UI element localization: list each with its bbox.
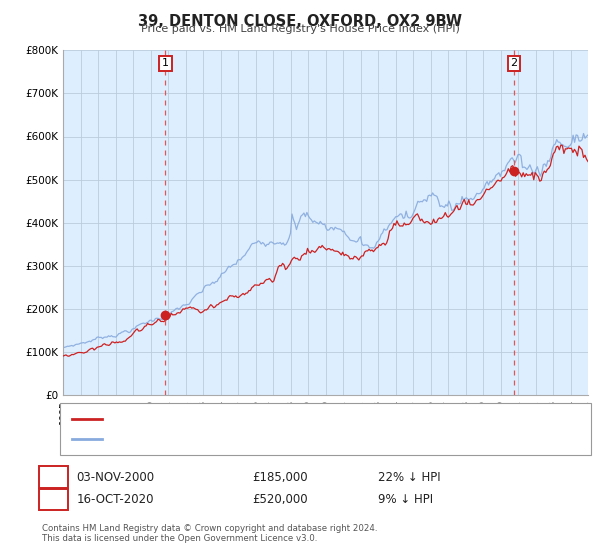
Text: 1: 1	[50, 470, 57, 484]
Text: 39, DENTON CLOSE, OXFORD, OX2 9BW (detached house): 39, DENTON CLOSE, OXFORD, OX2 9BW (detac…	[106, 414, 395, 424]
Text: HPI: Average price, detached house, Vale of White Horse: HPI: Average price, detached house, Vale…	[106, 434, 389, 444]
Text: 03-NOV-2000: 03-NOV-2000	[76, 470, 154, 484]
Text: 16-OCT-2020: 16-OCT-2020	[76, 493, 154, 506]
Text: £185,000: £185,000	[252, 470, 308, 484]
Text: 39, DENTON CLOSE, OXFORD, OX2 9BW: 39, DENTON CLOSE, OXFORD, OX2 9BW	[138, 14, 462, 29]
Text: £520,000: £520,000	[252, 493, 308, 506]
Text: This data is licensed under the Open Government Licence v3.0.: This data is licensed under the Open Gov…	[42, 534, 317, 543]
Text: 2: 2	[511, 58, 518, 68]
Text: 9% ↓ HPI: 9% ↓ HPI	[378, 493, 433, 506]
Text: 22% ↓ HPI: 22% ↓ HPI	[378, 470, 440, 484]
Text: Price paid vs. HM Land Registry's House Price Index (HPI): Price paid vs. HM Land Registry's House …	[140, 24, 460, 34]
Text: 1: 1	[162, 58, 169, 68]
Text: 2: 2	[50, 493, 57, 506]
Text: Contains HM Land Registry data © Crown copyright and database right 2024.: Contains HM Land Registry data © Crown c…	[42, 524, 377, 533]
